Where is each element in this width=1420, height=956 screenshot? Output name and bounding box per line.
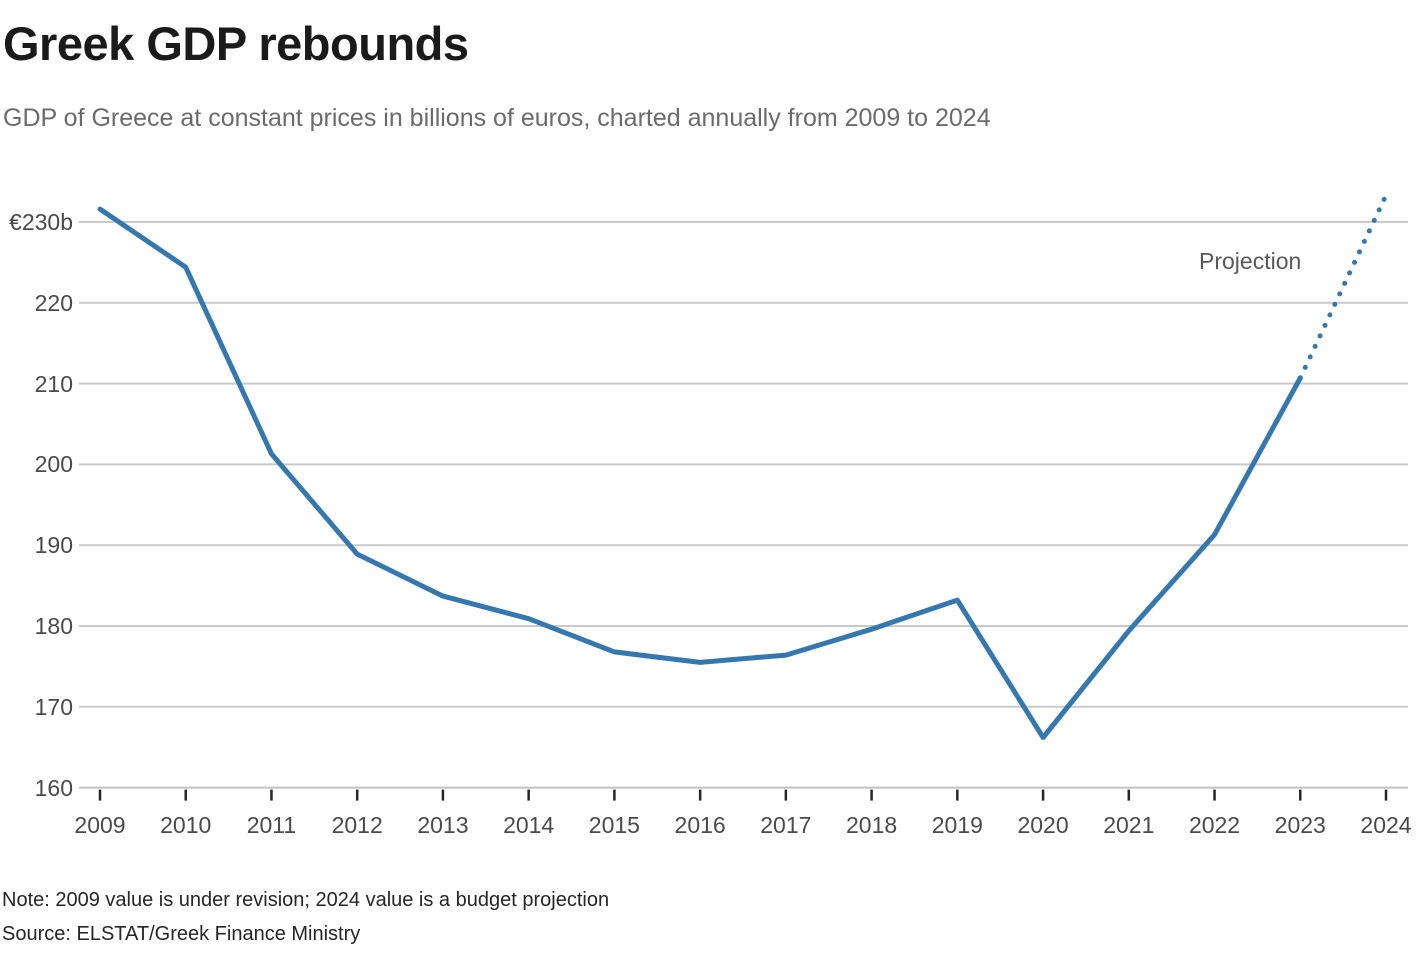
chart-source: Source: ELSTAT/Greek Finance Ministry (2, 923, 361, 945)
x-tick-label: 2012 (331, 812, 383, 838)
x-tick-label: 2010 (160, 812, 212, 838)
gdp-line-projection-dotted (1297, 192, 1389, 381)
x-tick-label: 2022 (1188, 812, 1241, 838)
x-tick-label: 2024 (1360, 812, 1412, 838)
y-tick-label: 160 (34, 774, 73, 801)
chart-note: Note: 2009 value is under revision; 2024… (2, 889, 610, 911)
chart-subtitle: GDP of Greece at constant prices in bill… (3, 104, 991, 132)
gdp-line-solid (97, 206, 1303, 740)
x-tick-label: 2015 (588, 812, 640, 838)
x-tick-label: 2020 (1017, 812, 1069, 838)
x-tick-label: 2013 (417, 812, 469, 838)
x-tick-label: 2014 (503, 812, 555, 838)
x-tick-label: 2023 (1274, 812, 1326, 838)
y-tick-label: 180 (34, 613, 73, 639)
x-tick-label: 2018 (846, 812, 898, 838)
y-tick-label: 190 (34, 532, 73, 559)
page-title: Greek GDP rebounds (3, 17, 469, 70)
projection-annotation: Projection (1199, 248, 1302, 274)
x-tick-label: 2019 (931, 812, 983, 838)
x-tick-label: 2017 (760, 812, 812, 838)
x-tick-label: 2016 (674, 812, 726, 838)
y-tick-label: 170 (34, 693, 73, 720)
y-tick-label: €230b (9, 209, 73, 235)
y-tick-label: 220 (34, 289, 73, 316)
x-tick-label: 2021 (1103, 812, 1155, 838)
x-tick-label: 2011 (246, 812, 297, 838)
x-tick-label: 2009 (74, 812, 126, 838)
y-tick-label: 200 (34, 451, 73, 478)
y-tick-label: 210 (34, 370, 73, 397)
